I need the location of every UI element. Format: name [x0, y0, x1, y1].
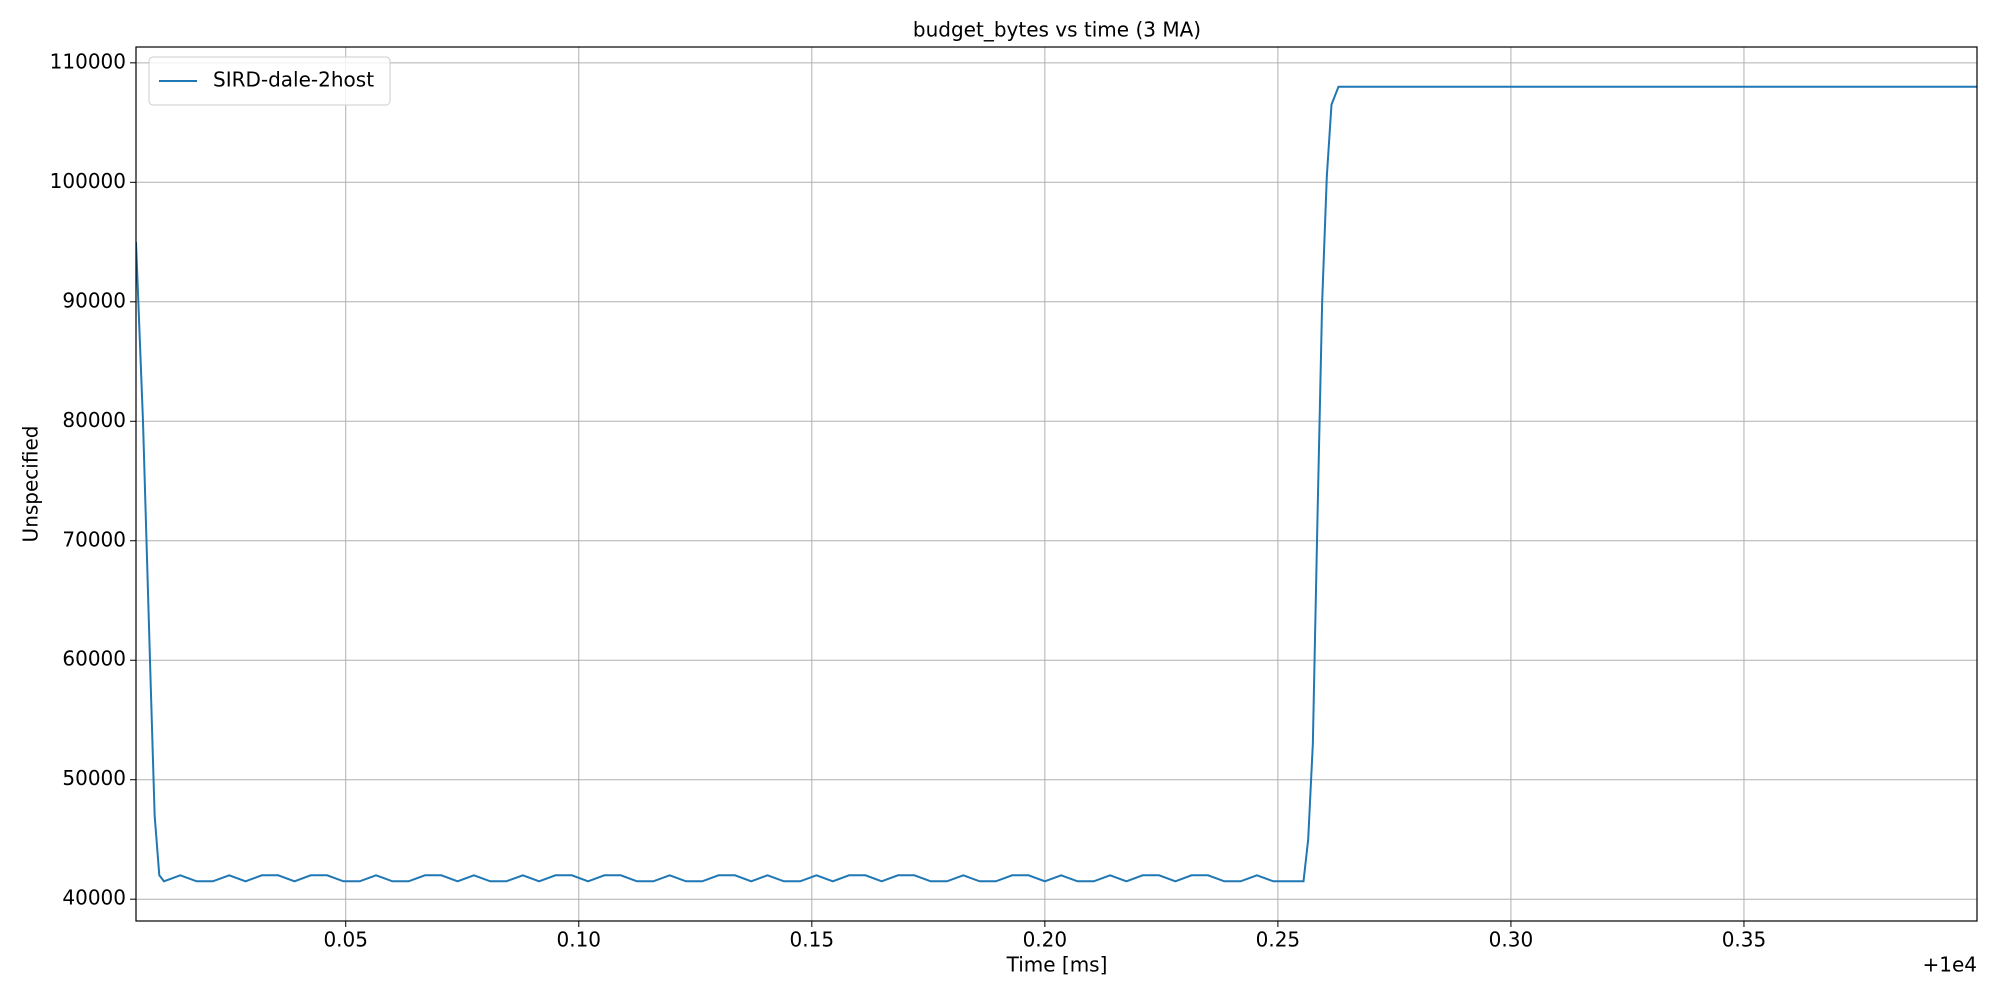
y-tick-label: 60000	[62, 647, 126, 671]
legend-label: SIRD-dale-2host	[213, 68, 374, 92]
chart-title: budget_bytes vs time (3 MA)	[913, 18, 1201, 42]
x-tick-label: 0.05	[323, 928, 368, 952]
x-tick-label: 0.20	[1023, 928, 1068, 952]
x-tick-label: 0.30	[1489, 928, 1534, 952]
x-offset-label: +1e4	[1922, 953, 1977, 977]
legend-box	[148, 56, 391, 106]
y-tick-label: 110000	[50, 49, 126, 73]
y-tick-label: 100000	[50, 169, 126, 193]
x-tick-label: 0.15	[790, 928, 835, 952]
x-tick-label: 0.10	[557, 928, 602, 952]
axes-frame	[135, 46, 1978, 922]
x-axis-label: Time [ms]	[1006, 953, 1108, 977]
plot-area	[136, 85, 1977, 883]
y-tick-label: 40000	[62, 886, 126, 910]
y-axis-label: Unspecified	[19, 426, 43, 543]
series-line	[136, 85, 1977, 883]
x-tick-label: 0.35	[1722, 928, 1767, 952]
y-tick-label: 90000	[62, 288, 126, 312]
x-tick-label: 0.25	[1256, 928, 1301, 952]
y-tick-label: 50000	[62, 766, 126, 790]
y-tick-label: 80000	[62, 408, 126, 432]
y-tick-label: 70000	[62, 527, 126, 551]
